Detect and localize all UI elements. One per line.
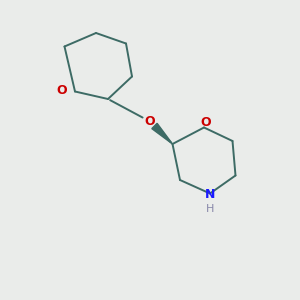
Text: O: O <box>200 116 211 130</box>
Text: H: H <box>206 203 214 214</box>
Text: N: N <box>205 188 215 202</box>
Polygon shape <box>152 123 172 144</box>
Text: O: O <box>145 115 155 128</box>
Text: O: O <box>56 83 67 97</box>
